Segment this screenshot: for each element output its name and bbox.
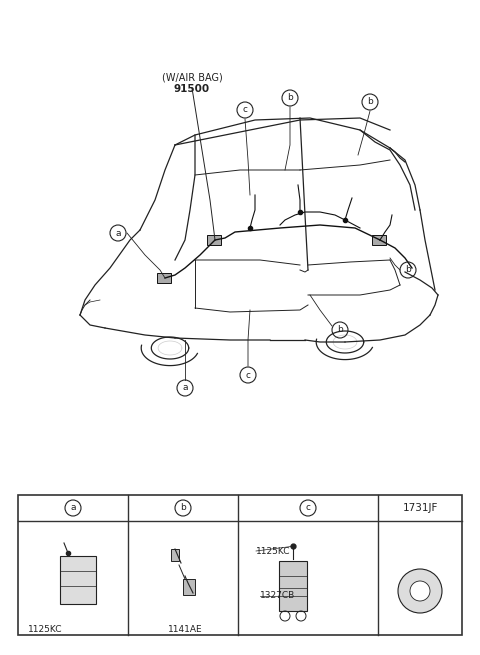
Text: b: b bbox=[367, 98, 373, 107]
Text: a: a bbox=[182, 383, 188, 392]
FancyBboxPatch shape bbox=[157, 273, 171, 283]
FancyBboxPatch shape bbox=[60, 556, 96, 604]
Text: b: b bbox=[287, 94, 293, 102]
FancyBboxPatch shape bbox=[207, 235, 221, 245]
Text: 1731JF: 1731JF bbox=[402, 503, 438, 513]
Text: 1125KC: 1125KC bbox=[256, 546, 290, 555]
FancyBboxPatch shape bbox=[183, 579, 195, 595]
Text: 91500: 91500 bbox=[174, 84, 210, 94]
Text: a: a bbox=[115, 229, 121, 238]
Text: 1125KC: 1125KC bbox=[28, 624, 62, 633]
Text: 1141AE: 1141AE bbox=[168, 624, 203, 633]
Text: b: b bbox=[405, 265, 411, 274]
FancyBboxPatch shape bbox=[171, 549, 179, 561]
FancyBboxPatch shape bbox=[279, 561, 307, 611]
Text: c: c bbox=[305, 504, 311, 512]
Text: (W/AIR BAG): (W/AIR BAG) bbox=[162, 73, 222, 83]
Text: a: a bbox=[70, 504, 76, 512]
Text: 1327CB: 1327CB bbox=[260, 591, 295, 601]
Text: b: b bbox=[337, 326, 343, 335]
FancyBboxPatch shape bbox=[372, 235, 386, 245]
Text: c: c bbox=[242, 105, 248, 115]
Circle shape bbox=[398, 569, 442, 613]
Text: b: b bbox=[180, 504, 186, 512]
Text: c: c bbox=[245, 371, 251, 379]
FancyBboxPatch shape bbox=[18, 495, 462, 635]
Circle shape bbox=[410, 581, 430, 601]
